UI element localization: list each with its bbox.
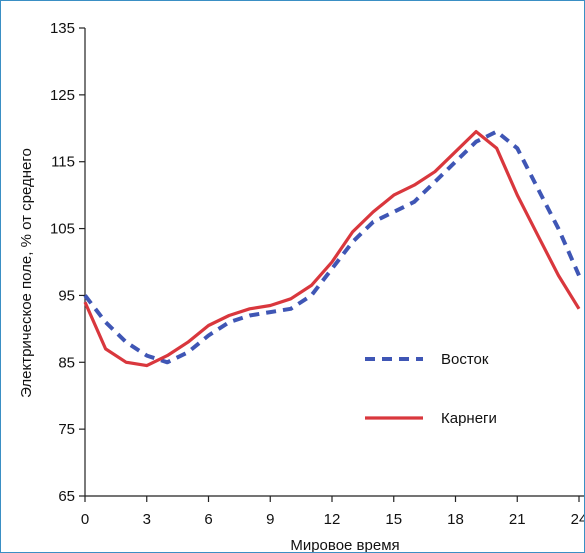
legend-label: Карнеги [441,410,497,427]
y-tick-label: 65 [58,488,75,505]
y-axis-title: Электрическое поле, % от среднего [18,148,35,398]
axes [84,28,584,497]
x-axis-ticks: 0 3 6 9 12 15 18 21 24 [81,496,584,528]
y-axis-ticks: 65 75 85 95 105 115 125 135 [50,20,85,505]
y-tick-label: 85 [58,354,75,371]
series-line-vostok [83,129,581,365]
y-tick-label: 105 [50,221,75,238]
x-tick-label: 15 [385,511,402,528]
y-tick-label: 125 [50,87,75,104]
y-tick-label: 115 [51,154,75,171]
legend-label: Восток [441,351,489,368]
series-group [83,129,581,368]
x-tick-label: 21 [509,511,526,528]
y-tick-label: 135 [50,20,75,37]
x-tick-label: 24 [571,511,584,528]
y-tick-label: 75 [58,421,75,438]
x-tick-label: 0 [81,511,89,528]
x-tick-label: 3 [143,511,151,528]
x-axis-title: Мировое время [290,537,399,552]
x-tick-label: 9 [266,511,274,528]
x-tick-label: 12 [324,511,341,528]
x-tick-label: 18 [447,511,464,528]
series-line-carnegie [83,130,581,368]
legend: Восток Карнеги [365,351,497,427]
y-tick-label: 95 [58,287,75,304]
x-tick-label: 6 [204,511,212,528]
